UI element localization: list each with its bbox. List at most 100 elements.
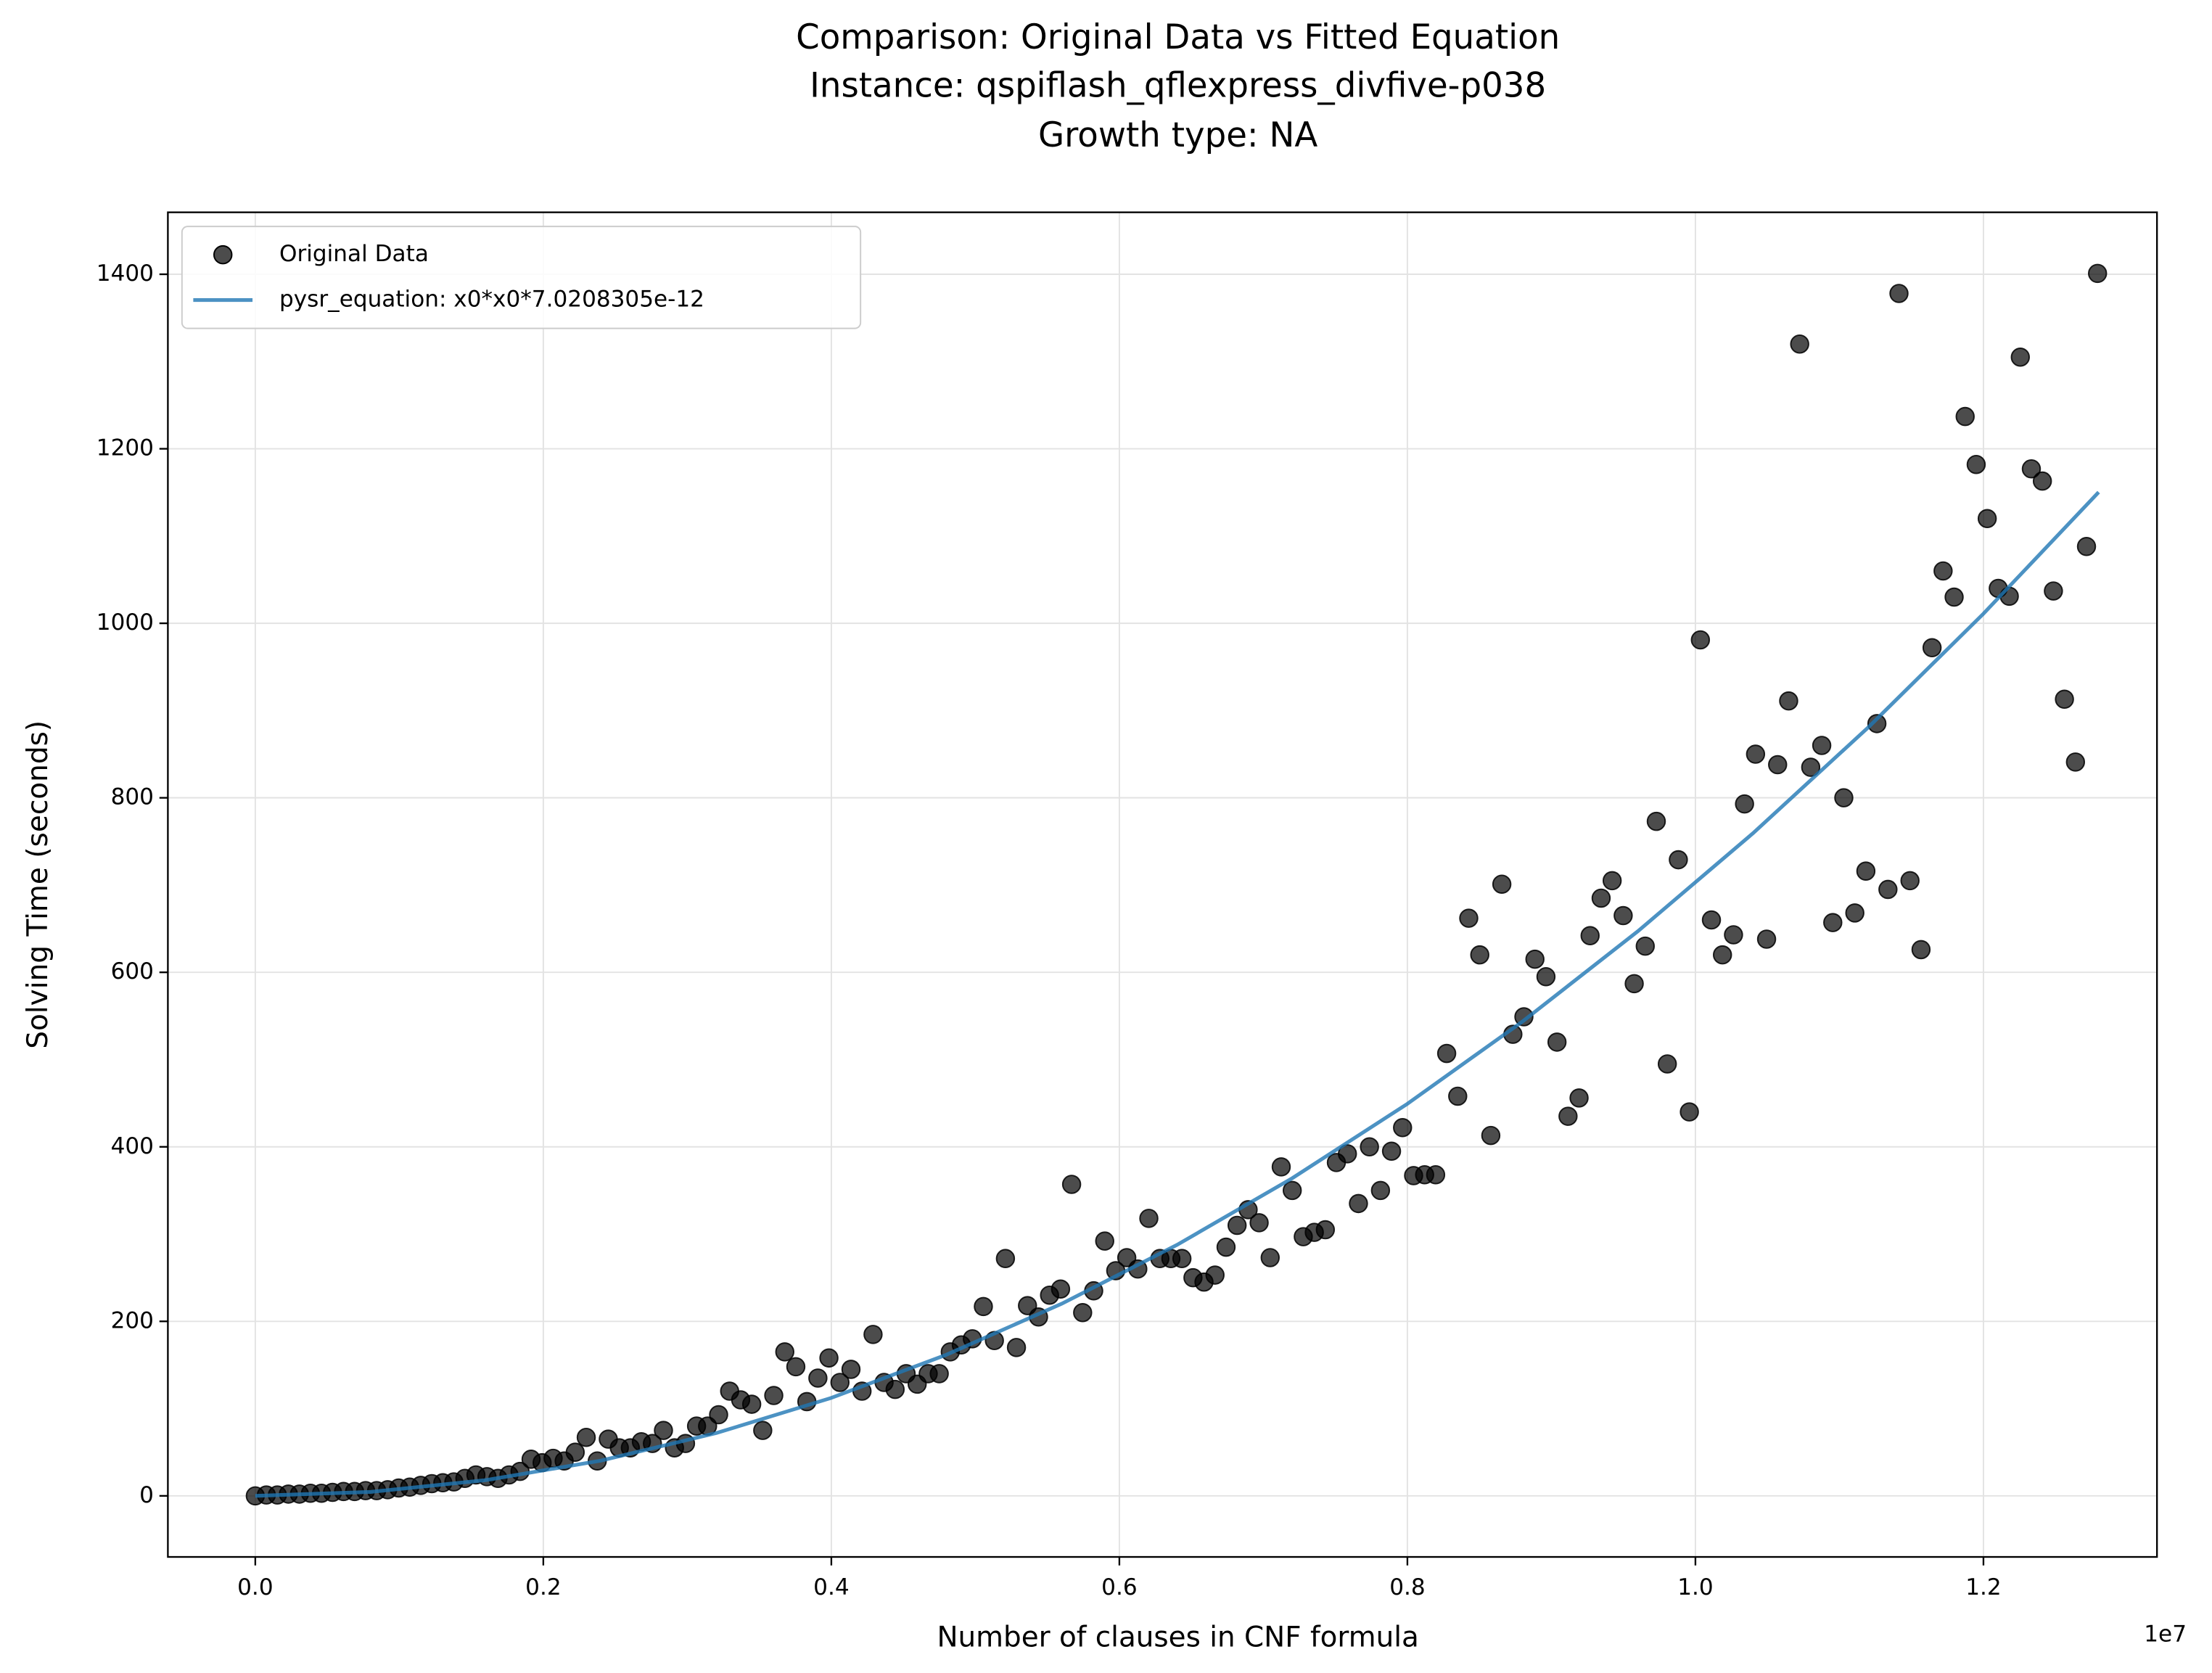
data-point	[1801, 757, 1821, 777]
data-point	[786, 1357, 806, 1377]
data-point	[1260, 1248, 1280, 1267]
x-tick-label: 1.2	[1965, 1574, 2001, 1600]
data-point	[841, 1360, 861, 1379]
data-point	[1436, 1043, 1457, 1064]
data-point	[775, 1342, 794, 1362]
data-point	[1558, 1106, 1578, 1126]
data-point	[1393, 1118, 1413, 1138]
data-point	[1999, 586, 2019, 607]
y-tick-label: 600	[111, 958, 154, 985]
data-point	[2010, 348, 2031, 367]
data-point	[1591, 888, 1611, 908]
data-point	[1426, 1164, 1446, 1185]
legend: Original Data pysr_equation: x0*x0*7.0208…	[181, 226, 862, 329]
data-point	[1735, 794, 1754, 814]
x-tick-label: 0.4	[813, 1574, 849, 1600]
data-point	[1646, 811, 1666, 831]
data-point	[974, 1296, 993, 1317]
data-point	[1635, 936, 1656, 956]
data-point	[1360, 1137, 1379, 1157]
data-point	[1977, 509, 1997, 529]
data-point	[1834, 788, 1854, 807]
plot-frame	[167, 211, 2158, 1558]
data-point	[2065, 752, 2086, 772]
data-point	[1724, 925, 1743, 945]
data-point	[1006, 1338, 1027, 1357]
x-tick-label: 0.8	[1389, 1574, 1425, 1600]
data-point	[1470, 945, 1489, 965]
data-point	[1381, 1141, 1402, 1162]
data-point	[1448, 1086, 1468, 1106]
data-point	[1051, 1279, 1071, 1299]
data-point	[654, 1421, 673, 1440]
data-point	[1481, 1125, 1501, 1146]
data-point	[1349, 1193, 1368, 1214]
data-point	[1249, 1213, 1269, 1233]
chart-title: Growth type: NA	[1038, 116, 1317, 155]
x-tick-label: 0.6	[1101, 1574, 1137, 1600]
data-point	[753, 1421, 773, 1440]
data-point	[1514, 1007, 1534, 1027]
data-point	[1679, 1102, 1699, 1122]
data-point	[709, 1405, 728, 1425]
data-point	[1227, 1215, 1247, 1236]
data-point	[764, 1386, 784, 1405]
data-point	[1779, 691, 1798, 711]
legend-marker	[213, 244, 233, 265]
data-point	[863, 1325, 883, 1344]
data-point	[1613, 905, 1633, 926]
chart-title: Instance: qspiflash_qflexpress_divfive-p…	[810, 66, 1546, 105]
y-axis-label: Solving Time (seconds)	[22, 720, 54, 1049]
data-point	[1756, 929, 1777, 949]
x-axis-label: Number of clauses in CNF formula	[937, 1621, 1418, 1654]
data-point	[1944, 587, 1964, 607]
fit-line	[255, 490, 2100, 1498]
data-point	[1701, 910, 1722, 930]
data-point	[1525, 949, 1545, 969]
data-point	[1624, 974, 1644, 994]
data-point	[808, 1368, 828, 1388]
data-point	[1669, 850, 1688, 870]
data-point	[2055, 689, 2074, 710]
data-point	[1061, 1175, 1082, 1194]
data-point	[1602, 871, 1622, 891]
legend-label: pysr_equation: x0*x0*7.0208305e-12	[279, 287, 704, 313]
data-point	[1547, 1032, 1567, 1052]
x-tick-label: 1.0	[1677, 1574, 1713, 1600]
data-point	[1889, 284, 1909, 303]
data-point	[1271, 1157, 1291, 1177]
data-point	[1216, 1237, 1236, 1257]
data-point	[1492, 874, 1512, 894]
data-point	[1823, 913, 1843, 932]
data-point	[885, 1379, 905, 1399]
data-point	[1768, 755, 1788, 775]
data-point	[830, 1373, 850, 1392]
data-point	[1856, 861, 1876, 881]
data-point	[1657, 1054, 1677, 1074]
data-point	[1900, 871, 1920, 891]
data-point	[1095, 1231, 1114, 1251]
data-point	[1282, 1180, 1302, 1201]
x-offset-label: 1e7	[2144, 1621, 2187, 1647]
data-point	[2032, 471, 2052, 491]
y-tick-label: 1200	[96, 435, 154, 461]
data-point	[1205, 1265, 1225, 1285]
data-point	[576, 1427, 596, 1447]
data-point	[1172, 1249, 1192, 1268]
data-point	[1933, 561, 1953, 581]
x-tick-label: 0.2	[525, 1574, 561, 1600]
data-point	[1713, 945, 1732, 965]
data-point	[1338, 1144, 1357, 1164]
data-point	[1955, 406, 1975, 427]
data-point	[995, 1249, 1016, 1268]
data-point	[1370, 1180, 1391, 1201]
y-tick-label: 400	[111, 1133, 154, 1159]
data-point	[1746, 744, 1766, 764]
data-point	[565, 1442, 585, 1462]
y-tick-label: 200	[111, 1307, 154, 1333]
y-tick-label: 800	[111, 784, 154, 810]
y-tick-label: 1400	[96, 260, 154, 287]
y-tick-label: 1000	[96, 609, 154, 636]
data-point	[1690, 630, 1711, 650]
